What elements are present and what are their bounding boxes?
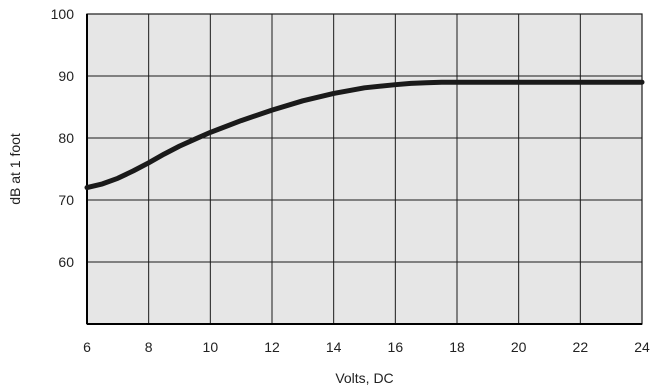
x-tick-labels: 6 8 10 12 14 16 18 20 22 24 xyxy=(83,339,650,355)
y-tick-label: 90 xyxy=(58,68,74,84)
y-tick-label: 80 xyxy=(58,130,74,146)
x-tick-label: 20 xyxy=(511,339,527,355)
x-tick-label: 12 xyxy=(264,339,280,355)
x-tick-label: 10 xyxy=(203,339,219,355)
y-tick-label: 100 xyxy=(51,6,75,22)
plot-background xyxy=(87,14,642,324)
y-tick-labels: 60 70 80 90 100 xyxy=(51,6,75,270)
x-tick-label: 16 xyxy=(388,339,404,355)
y-tick-label: 70 xyxy=(58,192,74,208)
x-tick-label: 22 xyxy=(573,339,589,355)
y-axis-label: dB at 1 foot xyxy=(7,133,23,205)
series-line xyxy=(84,79,645,191)
y-tick-label: 60 xyxy=(58,254,74,270)
x-tick-label: 18 xyxy=(449,339,465,355)
x-axis-label: Volts, DC xyxy=(335,370,393,386)
x-tick-label: 8 xyxy=(145,339,153,355)
x-tick-label: 24 xyxy=(634,339,650,355)
x-tick-label: 14 xyxy=(326,339,342,355)
x-tick-label: 6 xyxy=(83,339,91,355)
